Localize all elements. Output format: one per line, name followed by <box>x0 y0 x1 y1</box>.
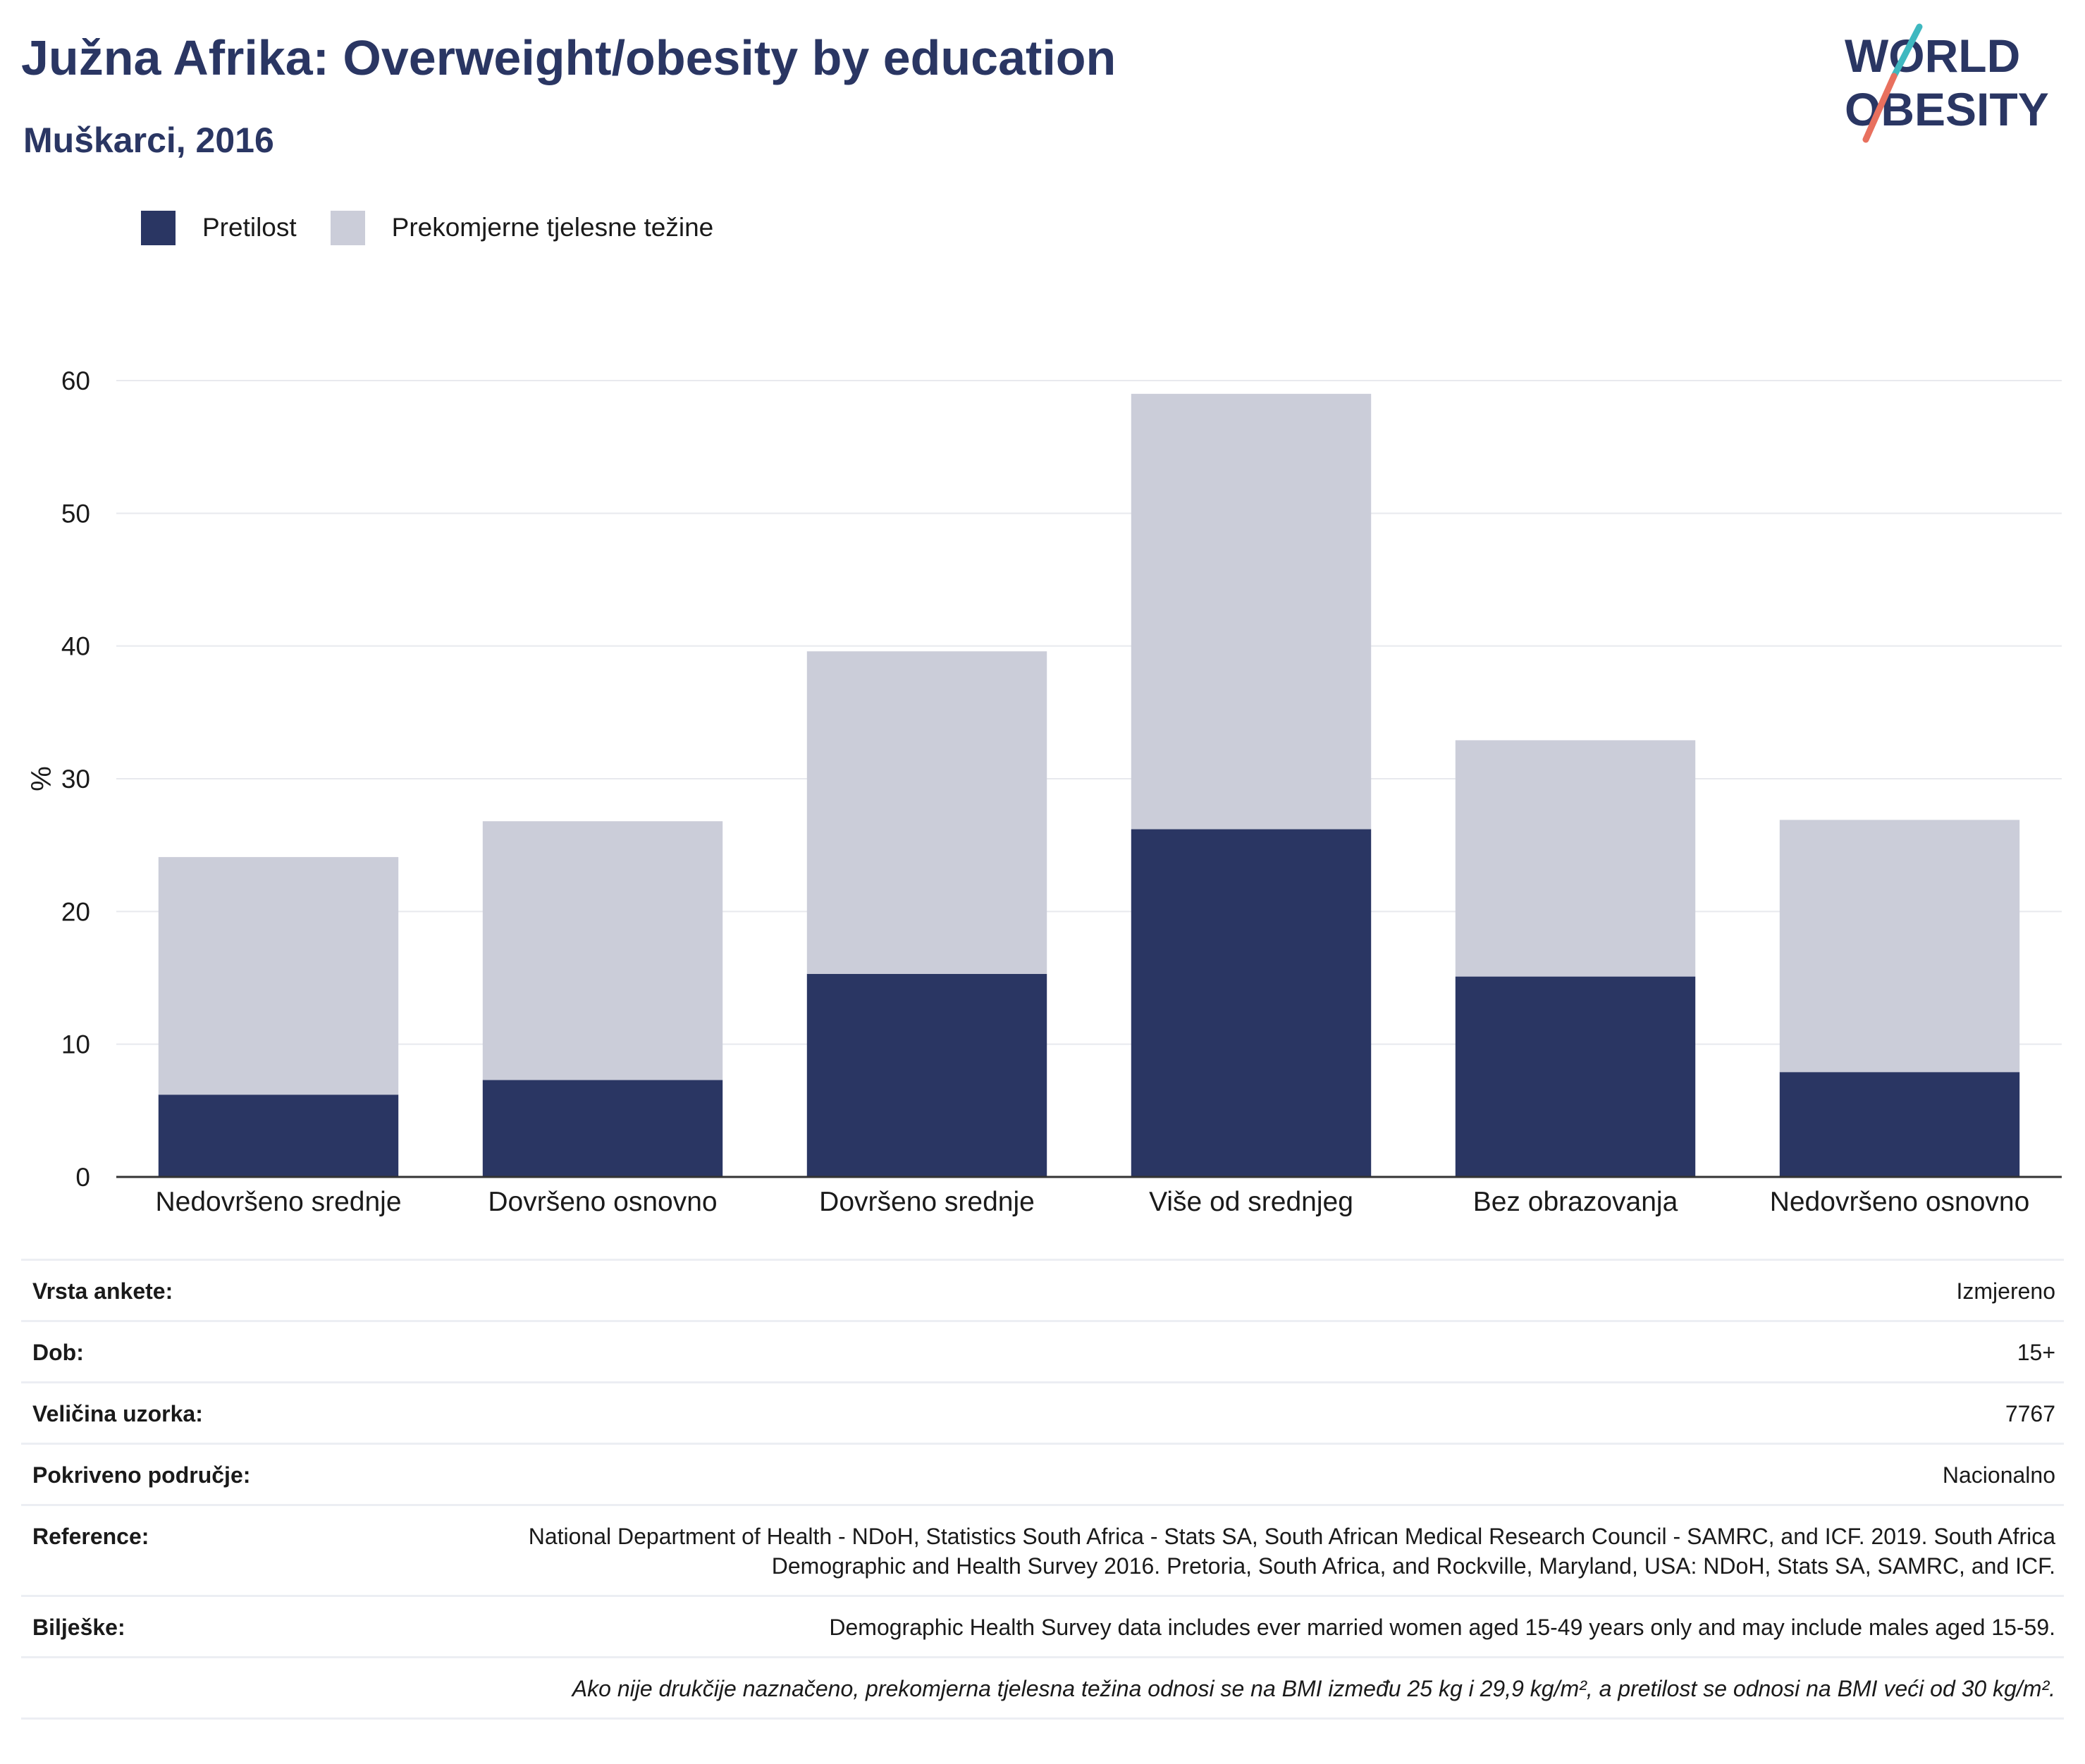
bar-obesity <box>482 1080 723 1177</box>
meta-row-reference: Reference: National Department of Health… <box>21 1504 2064 1595</box>
meta-key: Dob: <box>32 1340 84 1365</box>
meta-key: Reference: <box>32 1524 149 1549</box>
bar-overweight <box>806 651 1047 974</box>
logo-slash-coral <box>1862 73 1898 143</box>
legend-swatch-obesity <box>141 210 176 245</box>
bmi-definition-note: Ako nije drukčije naznačeno, prekomjerna… <box>21 1656 2064 1720</box>
metadata-table: Vrsta ankete: Izmjereno Dob: 15+ Veličin… <box>21 1259 2064 1720</box>
x-tick-label: Dovršeno srednje <box>819 1187 1035 1217</box>
legend-label-obesity: Pretilost <box>202 213 297 242</box>
bar-obesity <box>1455 976 1696 1177</box>
meta-value: 7767 <box>2005 1401 2055 1426</box>
legend-swatch-overweight <box>330 210 365 245</box>
y-tick-label: 0 <box>75 1163 90 1192</box>
logo-slash-teal <box>1890 23 1923 80</box>
meta-value: Nacionalno <box>1942 1462 2055 1488</box>
meta-key: Vrsta ankete: <box>32 1278 173 1304</box>
meta-row-notes: Bilješke: Demographic Health Survey data… <box>21 1595 2064 1656</box>
meta-value: Izmjereno <box>1956 1278 2056 1304</box>
y-tick-label: 60 <box>61 366 90 395</box>
bar-overweight <box>1131 393 1372 829</box>
meta-row-sample-size: Veličina uzorka: 7767 <box>21 1381 2064 1443</box>
bar-obesity <box>1779 1072 2020 1177</box>
meta-value: Demographic Health Survey data includes … <box>829 1615 2055 1640</box>
x-tick-label: Bez obrazovanja <box>1473 1187 1678 1217</box>
x-tick-label: Nedovršeno srednje <box>155 1187 401 1217</box>
meta-key: Bilješke: <box>32 1615 125 1640</box>
bar-obesity <box>158 1094 399 1177</box>
legend-label-overweight: Prekomjerne tjelesne težine <box>391 213 714 242</box>
meta-row-coverage: Pokriveno područje: Nacionalno <box>21 1443 2064 1504</box>
meta-value: 15+ <box>2017 1340 2055 1365</box>
x-tick-label: Više od srednjeg <box>1149 1187 1353 1217</box>
meta-row-survey-type: Vrsta ankete: Izmjereno <box>21 1259 2064 1320</box>
bar-overweight <box>482 821 723 1080</box>
bar-overweight <box>158 857 399 1095</box>
logo-line1: WORLD <box>1845 30 2020 82</box>
y-axis-label: % <box>26 766 57 791</box>
y-tick-label: 50 <box>61 499 90 528</box>
meta-key: Pokriveno područje: <box>32 1462 251 1488</box>
bar-chart: 0 10 20 30 40 50 60% Nedovršeno srednje Dovršeno… <box>26 366 2062 1217</box>
y-tick-label: 10 <box>61 1030 90 1059</box>
y-tick-label: 40 <box>61 632 90 661</box>
x-tick-label: Dovršeno osnovno <box>488 1187 717 1217</box>
meta-key: Veličina uzorka: <box>32 1401 203 1426</box>
bar-overweight <box>1779 820 2020 1073</box>
bar-overweight <box>1455 740 1696 977</box>
x-tick-label: Nedovršeno osnovno <box>1770 1187 2030 1217</box>
bar-obesity <box>806 973 1047 1177</box>
bar-obesity <box>1131 829 1372 1177</box>
meta-row-age: Dob: 15+ <box>21 1320 2064 1381</box>
meta-value: National Department of Health - NDoH, St… <box>528 1524 2055 1579</box>
world-obesity-logo: WORLD OBESITY <box>1845 23 2049 143</box>
y-tick-label: 20 <box>61 897 90 926</box>
chart-legend: Pretilost Prekomjerne tjelesne težine <box>141 210 747 245</box>
chart-title: Južna Afrika: Overweight/obesity by educ… <box>21 30 1117 85</box>
y-tick-label: 30 <box>61 765 90 794</box>
chart-subtitle: Muškarci, 2016 <box>23 121 274 160</box>
